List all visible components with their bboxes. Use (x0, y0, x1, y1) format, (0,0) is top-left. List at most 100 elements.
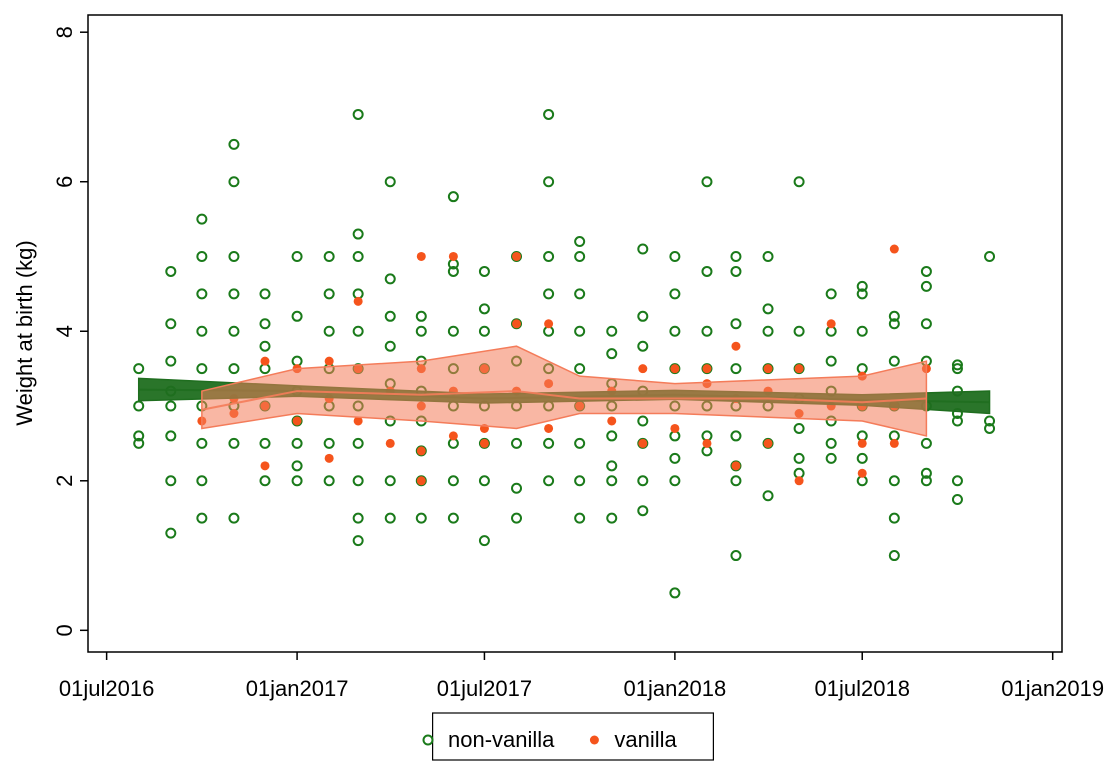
data-point (920, 467, 932, 479)
data-point (448, 251, 458, 261)
fit-line (201, 390, 927, 411)
data-point (478, 535, 490, 547)
legend-marker (422, 734, 434, 746)
data-point (951, 359, 963, 371)
data-point (165, 318, 177, 330)
data-point (543, 475, 555, 487)
data-point (607, 416, 617, 426)
data-point (606, 460, 618, 472)
data-point (384, 176, 396, 188)
data-point (826, 319, 836, 329)
data-point (730, 318, 742, 330)
data-point (478, 325, 490, 337)
data-point (416, 476, 426, 486)
data-point (574, 512, 586, 524)
data-point (543, 288, 555, 300)
data-point (196, 213, 208, 225)
data-point (415, 325, 427, 337)
data-point (574, 288, 586, 300)
data-point (574, 250, 586, 262)
data-point (574, 325, 586, 337)
data-point (606, 348, 618, 360)
data-point (291, 460, 303, 472)
data-point (260, 461, 270, 471)
data-point (323, 288, 335, 300)
data-point (133, 430, 145, 442)
data-point (291, 475, 303, 487)
data-point (730, 430, 742, 442)
data-point (416, 251, 426, 261)
data-point (165, 265, 177, 277)
data-point (794, 364, 804, 374)
data-point (512, 319, 522, 329)
data-point (196, 512, 208, 524)
y-axis-title: Weight at birth (kg) (12, 240, 37, 425)
data-point (825, 437, 837, 449)
data-point (701, 325, 713, 337)
data-point (669, 452, 681, 464)
data-point (637, 310, 649, 322)
data-point (447, 265, 459, 277)
data-point (228, 437, 240, 449)
data-point (385, 438, 395, 448)
data-point (292, 416, 302, 426)
data-point (228, 250, 240, 262)
data-point (857, 468, 867, 478)
data-point (574, 437, 586, 449)
data-point (543, 108, 555, 120)
data-point (543, 250, 555, 262)
data-point (606, 325, 618, 337)
x-tick-label: 01jan2017 (246, 676, 349, 701)
data-point (415, 512, 427, 524)
data-point (762, 303, 774, 315)
data-point (259, 288, 271, 300)
data-point (888, 475, 900, 487)
data-point (701, 176, 713, 188)
x-tick-label: 01jul2018 (815, 676, 910, 701)
data-point (478, 265, 490, 277)
data-point (637, 415, 649, 427)
data-point (793, 176, 805, 188)
data-point (447, 325, 459, 337)
data-point (228, 512, 240, 524)
data-point (291, 437, 303, 449)
data-point (669, 288, 681, 300)
data-point (353, 296, 363, 306)
data-point (606, 512, 618, 524)
data-point (447, 191, 459, 203)
data-point (920, 318, 932, 330)
data-point (825, 288, 837, 300)
data-point (324, 356, 334, 366)
data-point (352, 228, 364, 240)
legend: non-vanilla vanilla (422, 712, 714, 761)
data-point (825, 452, 837, 464)
x-tick-label: 01jan2019 (1001, 676, 1104, 701)
data-point (478, 475, 490, 487)
data-point (352, 437, 364, 449)
data-point (920, 280, 932, 292)
data-point (352, 535, 364, 547)
data-point (228, 176, 240, 188)
plot-frame (87, 14, 1063, 653)
data-point (165, 430, 177, 442)
data-point (447, 475, 459, 487)
data-point (352, 512, 364, 524)
data-point (856, 325, 868, 337)
data-point (165, 527, 177, 539)
data-point (479, 438, 489, 448)
data-point (384, 475, 396, 487)
data-point (352, 325, 364, 337)
data-point (196, 250, 208, 262)
data-point (762, 325, 774, 337)
data-point (384, 512, 396, 524)
data-point (702, 438, 712, 448)
data-point (793, 452, 805, 464)
data-point (984, 422, 996, 434)
data-point (196, 325, 208, 337)
data-point (323, 325, 335, 337)
data-point (259, 437, 271, 449)
data-point (606, 475, 618, 487)
data-point (889, 244, 899, 254)
data-point (888, 512, 900, 524)
data-point (670, 364, 680, 374)
